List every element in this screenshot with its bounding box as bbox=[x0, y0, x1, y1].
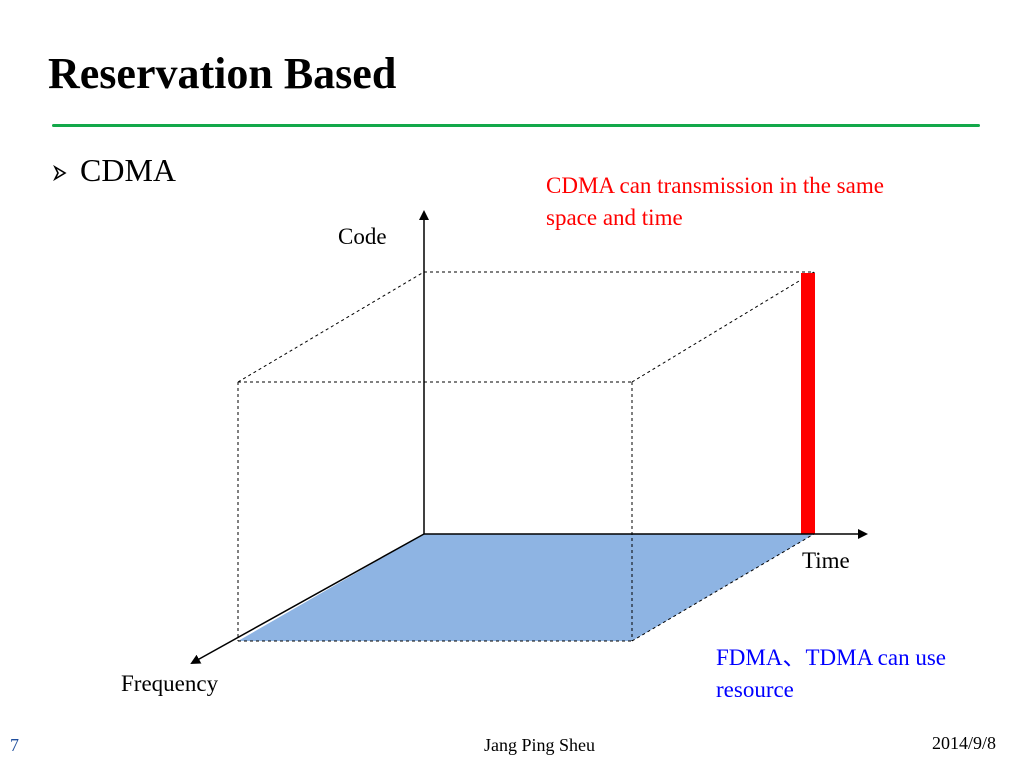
frequency-axis-label: Frequency bbox=[121, 671, 219, 696]
frequency-axis bbox=[190, 533, 425, 664]
title-underline bbox=[52, 124, 980, 127]
frequency-time-plane bbox=[238, 534, 814, 641]
bullet-text: CDMA bbox=[80, 152, 177, 188]
slide-title: Reservation Based bbox=[48, 49, 397, 98]
code-axis-label: Code bbox=[338, 224, 387, 249]
footer-date: 2014/9/8 bbox=[932, 733, 997, 753]
footer-author: Jang Ping Sheu bbox=[484, 735, 596, 755]
cdma-bar bbox=[801, 273, 815, 534]
arrow-bullet-icon bbox=[52, 152, 72, 189]
fdma-tdma-note: FDMA、TDMA can use resource bbox=[716, 645, 946, 702]
page-number: 7 bbox=[10, 735, 19, 755]
time-axis-label: Time bbox=[802, 548, 850, 573]
cdma-note: CDMA can transmission in the same space … bbox=[546, 173, 884, 230]
bullet-item: CDMA bbox=[52, 152, 176, 189]
